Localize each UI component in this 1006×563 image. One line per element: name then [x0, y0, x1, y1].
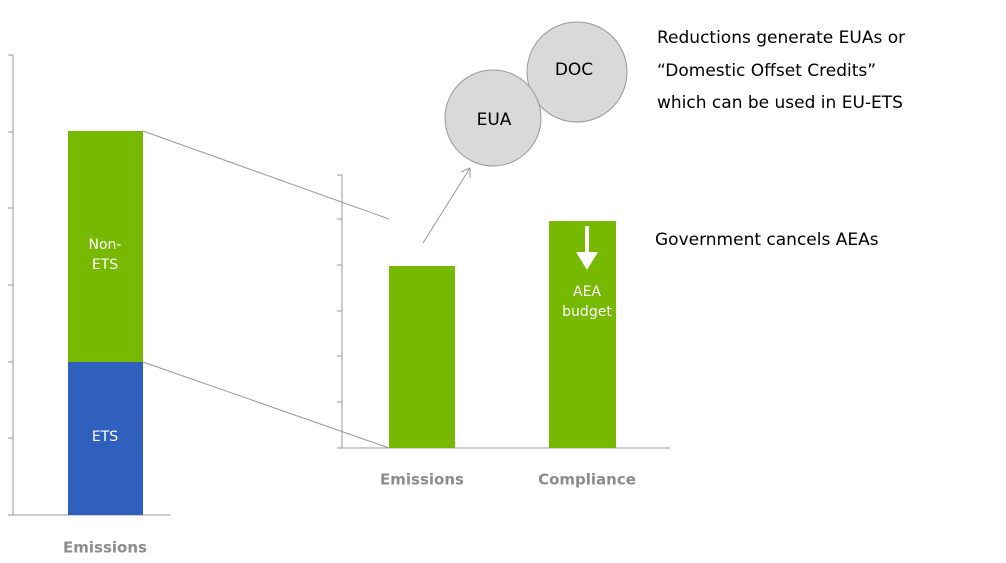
label-line: budget	[562, 304, 612, 320]
connector	[142, 130, 390, 449]
ets-bar	[68, 362, 143, 515]
category-label: Emissions	[380, 471, 464, 489]
left-axis	[8, 54, 170, 516]
ets-label: ETS	[92, 429, 118, 445]
category-label: Emissions	[63, 539, 147, 557]
right-axis	[337, 174, 670, 449]
non-ets-label: Non- ETS	[89, 237, 122, 273]
emissions-bar	[389, 266, 455, 448]
label-line: ETS	[92, 257, 118, 273]
eua-bubble	[444, 69, 542, 167]
note-line: which can be used in EU-ETS	[657, 93, 903, 113]
label-line: AEA	[573, 284, 601, 300]
note-line: “Domestic Offset Credits”	[657, 61, 876, 81]
down-arrow-head	[576, 252, 598, 270]
arrow	[422, 167, 471, 244]
note-line: Reductions generate EUAs or	[657, 28, 905, 48]
aea-label: AEA budget	[562, 284, 612, 320]
doc-bubble	[526, 21, 628, 123]
doc-label: DOC	[555, 60, 593, 80]
eua-label: EUA	[477, 110, 512, 130]
annotation: Government cancels AEAs	[655, 230, 879, 250]
category-label: Compliance	[538, 471, 636, 489]
label-line: Non-	[89, 237, 122, 253]
non-ets-bar	[68, 131, 143, 362]
